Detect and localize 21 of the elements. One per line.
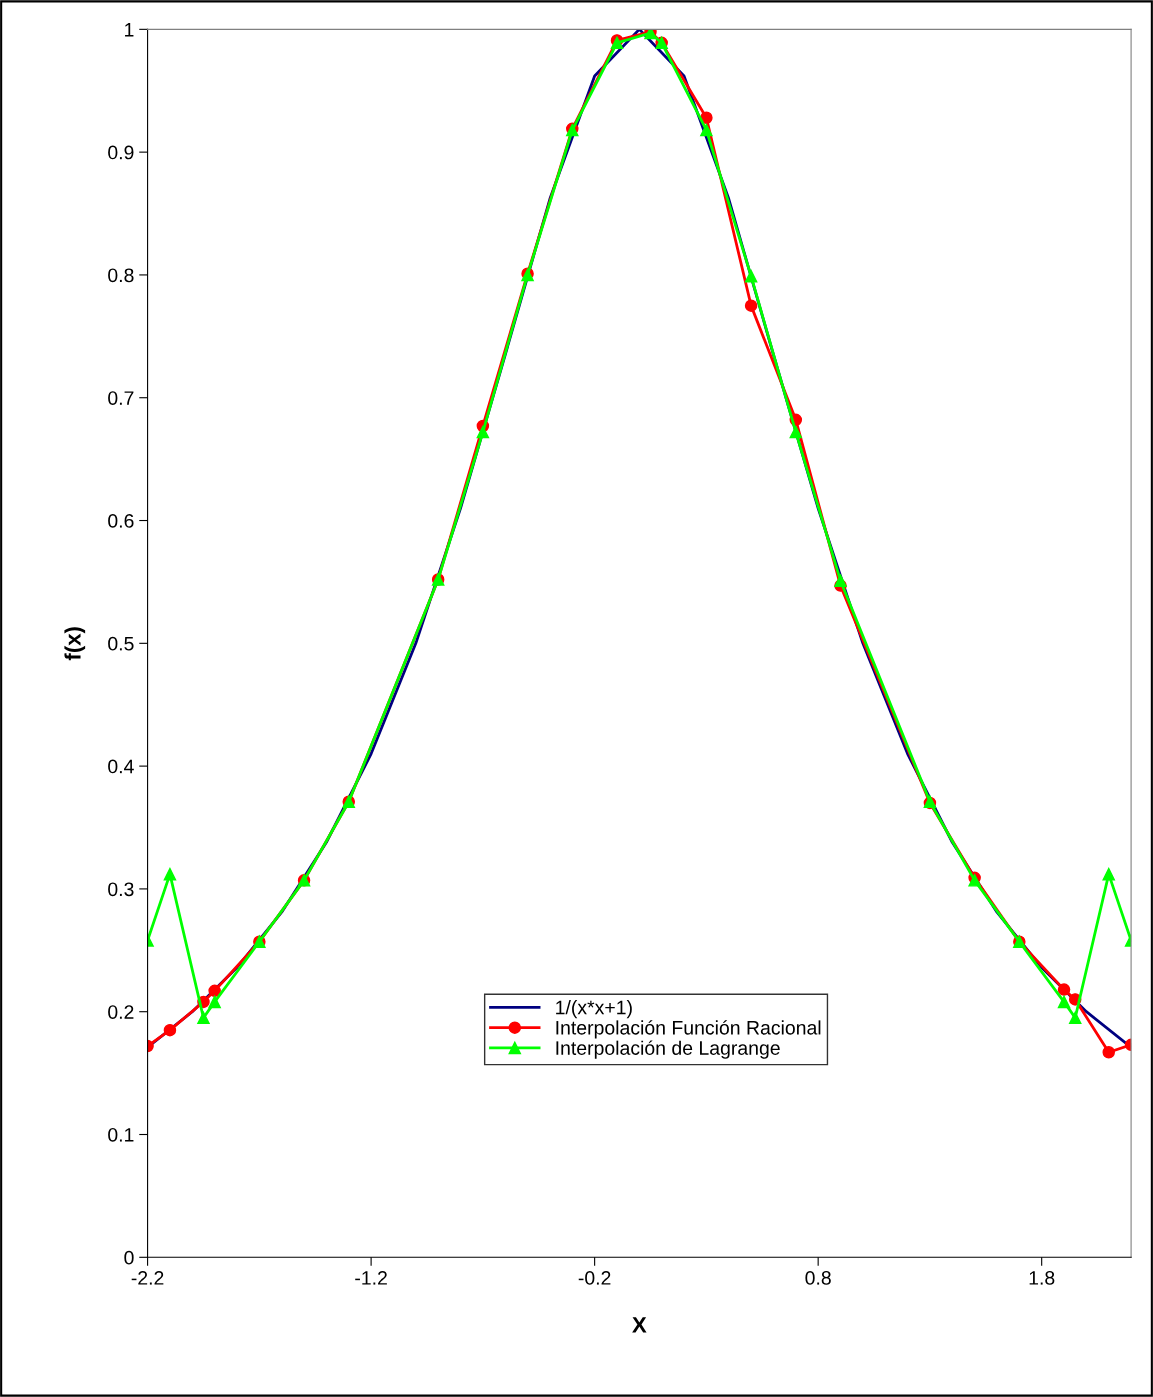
x-tick-label: 0.8 <box>805 1271 831 1285</box>
x-tick-label: 1.8 <box>1029 1271 1055 1285</box>
x-tick-label: -1.2 <box>355 1271 387 1285</box>
legend-label: Interpolación de Lagrange <box>556 1040 780 1059</box>
legend-label: 1/(x*x+1) <box>556 1000 632 1019</box>
y-tick-label: 0.7 <box>108 391 134 405</box>
y-tick-label: 0.3 <box>108 882 134 897</box>
y-tick-label: 0.4 <box>108 759 134 774</box>
x-axis-title: X <box>632 1317 647 1333</box>
y-tick-label: 1 <box>125 23 134 37</box>
y-tick-label: 0.2 <box>108 1005 134 1019</box>
legend-label: Interpolación Función Racional <box>556 1020 821 1039</box>
y-axis-title: f(x) <box>64 627 86 661</box>
x-tick-label: -0.2 <box>578 1271 611 1285</box>
y-tick-label: 0.6 <box>108 513 134 528</box>
y-tick-label: 0.1 <box>108 1127 134 1142</box>
y-tick-label: 0.5 <box>108 636 134 651</box>
y-tick-label: 0.9 <box>108 145 134 160</box>
y-tick-label: 0 <box>124 1250 134 1265</box>
x-tick-label: -2.2 <box>131 1271 164 1285</box>
y-tick-label: 0.8 <box>108 268 134 283</box>
